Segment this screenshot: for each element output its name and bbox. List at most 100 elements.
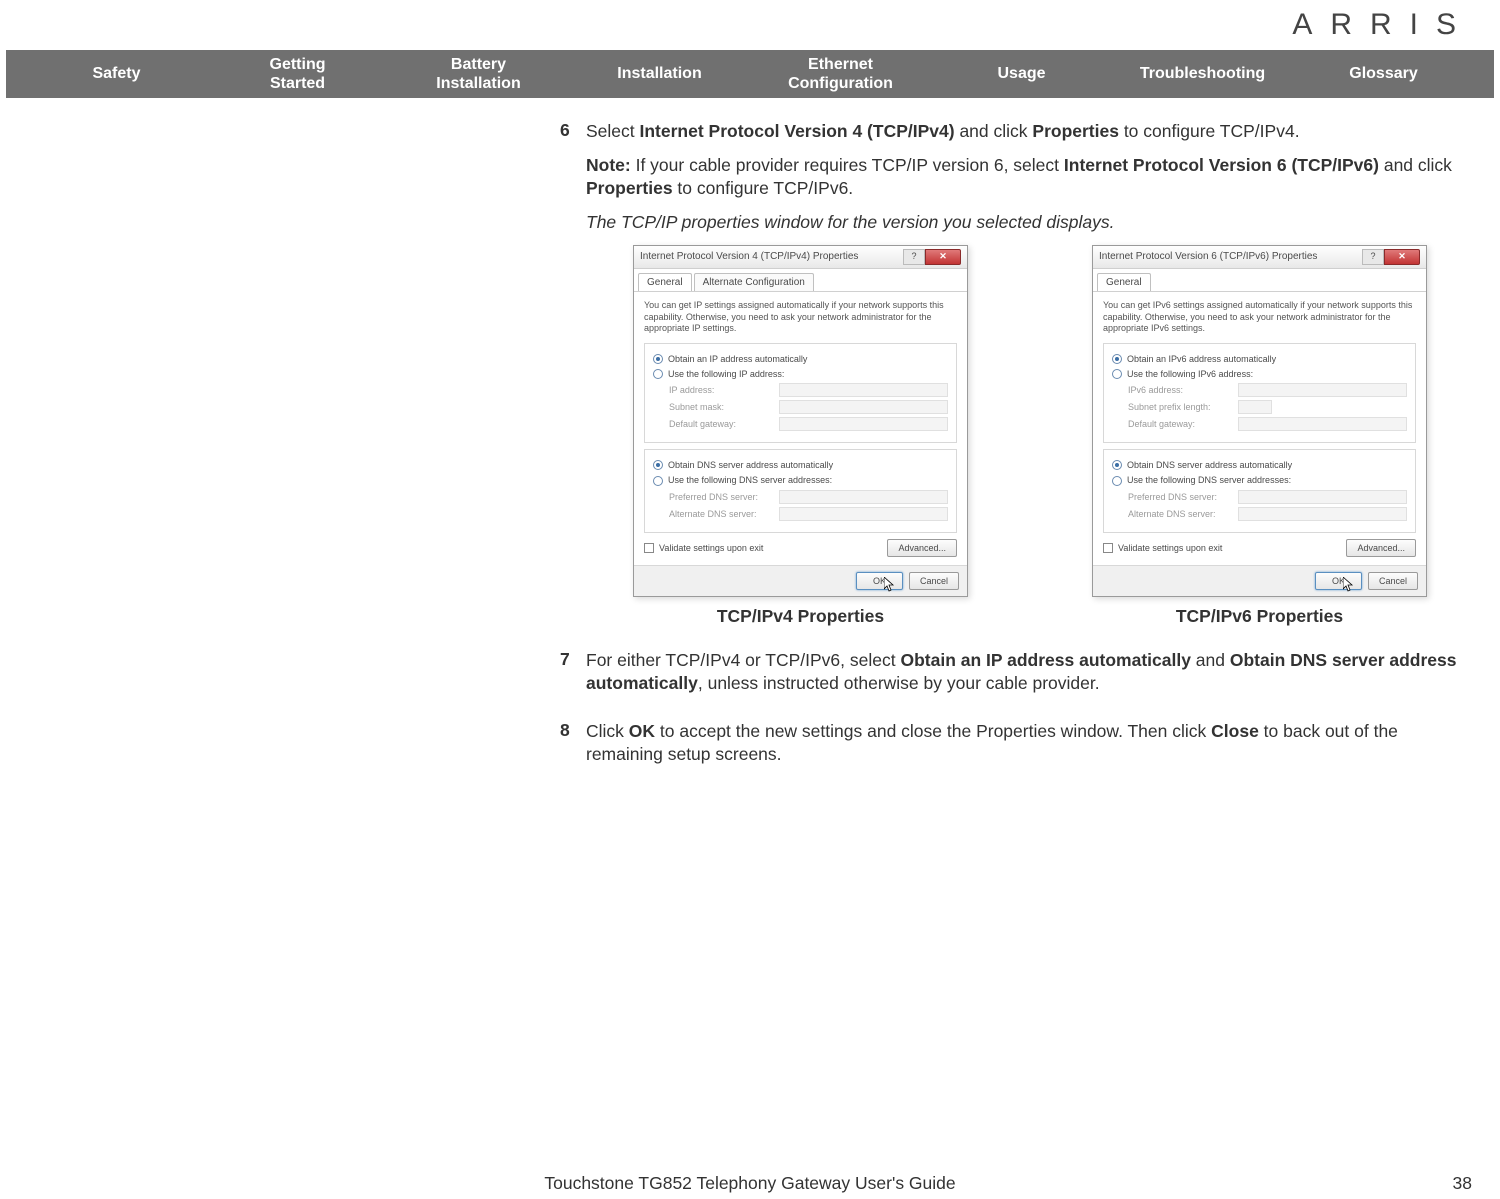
text: and click bbox=[1379, 155, 1452, 175]
step-8-body: Click OK to accept the new settings and … bbox=[586, 720, 1474, 777]
ipv6-caption: TCP/IPv6 Properties bbox=[1176, 605, 1343, 629]
radio-use-following-dns[interactable]: Use the following DNS server addresses: bbox=[1112, 474, 1407, 486]
field-ip-address: IP address: bbox=[669, 383, 948, 397]
nav-troubleshooting[interactable]: Troubleshooting bbox=[1112, 64, 1293, 83]
ipv6-dialog-column: Internet Protocol Version 6 (TCP/IPv6) P… bbox=[1045, 245, 1474, 629]
ipv6-dialog-footer: OK Cancel bbox=[1093, 565, 1426, 596]
nav-ethernet-configuration[interactable]: Ethernet Configuration bbox=[750, 55, 931, 93]
note-label: Note: bbox=[586, 155, 631, 175]
text: to accept the new settings and close the… bbox=[655, 721, 1211, 741]
checkbox-validate-settings[interactable]: Validate settings upon exit bbox=[1103, 542, 1222, 554]
ipv6-dialog-body: You can get IPv6 settings assigned autom… bbox=[1093, 291, 1426, 565]
text: to configure TCP/IPv6. bbox=[673, 178, 854, 198]
text: Select bbox=[586, 121, 640, 141]
nav-getting-started[interactable]: Getting Started bbox=[207, 55, 388, 93]
ipv4-dns-group: Obtain DNS server address automatically … bbox=[644, 449, 957, 532]
nav-glossary[interactable]: Glossary bbox=[1293, 64, 1474, 83]
field-alternate-dns: Alternate DNS server: bbox=[1128, 507, 1407, 521]
text-bold: OK bbox=[629, 721, 655, 741]
text-bold: Internet Pro­tocol Version 6 (TCP/IPv6) bbox=[1064, 155, 1379, 175]
ipv4-ip-group: Obtain an IP address automatically Use t… bbox=[644, 343, 957, 443]
field-preferred-dns: Preferred DNS server: bbox=[1128, 490, 1407, 504]
close-icon[interactable]: ✕ bbox=[925, 249, 961, 265]
cancel-button[interactable]: Cancel bbox=[1368, 572, 1418, 590]
step-7: 7 For either TCP/IPv4 or TCP/IPv6, selec… bbox=[560, 649, 1474, 706]
field-subnet-prefix: Subnet prefix length: bbox=[1128, 400, 1407, 414]
content-area: 6 Select Internet Protocol Version 4 (TC… bbox=[560, 120, 1474, 791]
ipv4-caption: TCP/IPv4 Properties bbox=[717, 605, 884, 629]
nav-installation[interactable]: Installation bbox=[569, 64, 750, 83]
step-8: 8 Click OK to accept the new settings an… bbox=[560, 720, 1474, 777]
text-bold: Close bbox=[1211, 721, 1259, 741]
step-6: 6 Select Internet Protocol Version 4 (TC… bbox=[560, 120, 1474, 635]
field-default-gateway: Default gateway: bbox=[669, 417, 948, 431]
text: and bbox=[1191, 650, 1230, 670]
text: For either TCP/IPv4 or TCP/IPv6, select bbox=[586, 650, 900, 670]
advanced-button[interactable]: Advanced... bbox=[1346, 539, 1416, 557]
step-7-body: For either TCP/IPv4 or TCP/IPv6, select … bbox=[586, 649, 1474, 706]
radio-obtain-dns-auto[interactable]: Obtain DNS server address automatically bbox=[1112, 459, 1407, 471]
step-6-number: 6 bbox=[560, 120, 586, 635]
ipv6-tabs: General bbox=[1093, 269, 1426, 292]
ipv6-intro-text: You can get IPv6 settings assigned autom… bbox=[1103, 300, 1416, 335]
ipv4-dialog-footer: OK Cancel bbox=[634, 565, 967, 596]
footer-doc-title: Touchstone TG852 Telephony Gateway User'… bbox=[544, 1173, 955, 1194]
ipv6-dialog-titlebar: Internet Protocol Version 6 (TCP/IPv6) P… bbox=[1093, 246, 1426, 269]
radio-obtain-ipv6-auto[interactable]: Obtain an IPv6 address automatically bbox=[1112, 353, 1407, 365]
ok-button[interactable]: OK bbox=[856, 572, 903, 590]
ipv6-dns-group: Obtain DNS server address automatically … bbox=[1103, 449, 1416, 532]
radio-use-following-dns[interactable]: Use the following DNS server addresses: bbox=[653, 474, 948, 486]
text-italic: The TCP/IP properties window for the ver… bbox=[586, 212, 1115, 232]
ipv4-dialog-column: Internet Protocol Version 4 (TCP/IPv4) P… bbox=[586, 245, 1015, 629]
text-bold: Properties bbox=[1032, 121, 1119, 141]
ok-button[interactable]: OK bbox=[1315, 572, 1362, 590]
radio-obtain-ip-auto[interactable]: Obtain an IP address automatically bbox=[653, 353, 948, 365]
text: , unless instructed otherwise by your ca… bbox=[698, 673, 1100, 693]
brand-logo: ARRIS bbox=[1292, 8, 1474, 42]
tab-general[interactable]: General bbox=[1097, 273, 1151, 292]
text-bold: Obtain an IP address automati­cally bbox=[900, 650, 1190, 670]
radio-obtain-dns-auto[interactable]: Obtain DNS server address automatically bbox=[653, 459, 948, 471]
step-7-number: 7 bbox=[560, 649, 586, 706]
text: Click bbox=[586, 721, 629, 741]
help-icon[interactable]: ? bbox=[903, 249, 925, 265]
cursor-icon bbox=[1343, 577, 1355, 593]
radio-use-following-ip[interactable]: Use the following IP address: bbox=[653, 368, 948, 380]
top-nav-bar: Safety Getting Started Battery Installat… bbox=[6, 50, 1494, 98]
text-bold: Properties bbox=[586, 178, 673, 198]
cursor-icon bbox=[884, 577, 896, 593]
nav-battery-installation[interactable]: Battery Installation bbox=[388, 55, 569, 93]
field-default-gateway: Default gateway: bbox=[1128, 417, 1407, 431]
ipv4-dialog-titlebar: Internet Protocol Version 4 (TCP/IPv4) P… bbox=[634, 246, 967, 269]
advanced-button[interactable]: Advanced... bbox=[887, 539, 957, 557]
footer-page-number: 38 bbox=[1453, 1173, 1472, 1194]
tab-general[interactable]: General bbox=[638, 273, 692, 292]
radio-use-following-ipv6[interactable]: Use the following IPv6 address: bbox=[1112, 368, 1407, 380]
ipv4-intro-text: You can get IP settings assigned automat… bbox=[644, 300, 957, 335]
step-8-number: 8 bbox=[560, 720, 586, 777]
help-icon[interactable]: ? bbox=[1362, 249, 1384, 265]
text: and click bbox=[955, 121, 1033, 141]
field-subnet-mask: Subnet mask: bbox=[669, 400, 948, 414]
nav-usage[interactable]: Usage bbox=[931, 64, 1112, 83]
text-bold: Internet Protocol Version 4 (TCP/IPv4) bbox=[640, 121, 955, 141]
ipv4-tabs: General Alternate Configuration bbox=[634, 269, 967, 292]
field-preferred-dns: Preferred DNS server: bbox=[669, 490, 948, 504]
step-6-body: Select Internet Protocol Version 4 (TCP/… bbox=[586, 120, 1474, 635]
close-icon[interactable]: ✕ bbox=[1384, 249, 1420, 265]
tab-alternate-configuration[interactable]: Alternate Configuration bbox=[694, 273, 814, 292]
cancel-button[interactable]: Cancel bbox=[909, 572, 959, 590]
ipv6-properties-dialog: Internet Protocol Version 6 (TCP/IPv6) P… bbox=[1092, 245, 1427, 597]
ipv4-dialog-title: Internet Protocol Version 4 (TCP/IPv4) P… bbox=[640, 250, 858, 264]
text: If your cable provider requires TCP/IP v… bbox=[631, 155, 1064, 175]
nav-safety[interactable]: Safety bbox=[26, 64, 207, 83]
dialogs-row: Internet Protocol Version 4 (TCP/IPv4) P… bbox=[586, 245, 1474, 629]
field-ipv6-address: IPv6 address: bbox=[1128, 383, 1407, 397]
ipv6-ip-group: Obtain an IPv6 address automatically Use… bbox=[1103, 343, 1416, 443]
ipv4-properties-dialog: Internet Protocol Version 4 (TCP/IPv4) P… bbox=[633, 245, 968, 597]
checkbox-validate-settings[interactable]: Validate settings upon exit bbox=[644, 542, 763, 554]
field-alternate-dns: Alternate DNS server: bbox=[669, 507, 948, 521]
text: to configure TCP/IPv4. bbox=[1119, 121, 1300, 141]
ipv6-dialog-title: Internet Protocol Version 6 (TCP/IPv6) P… bbox=[1099, 250, 1317, 264]
ipv4-dialog-body: You can get IP settings assigned automat… bbox=[634, 291, 967, 565]
